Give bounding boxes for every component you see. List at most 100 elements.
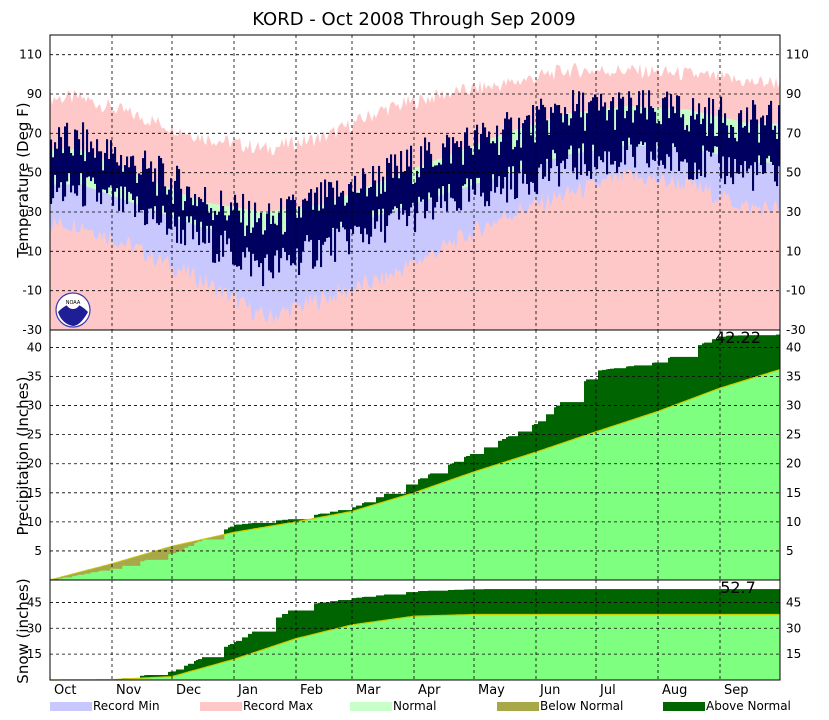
precip-below-overlay — [160, 549, 163, 560]
observed-temp-bar — [468, 145, 471, 202]
precip-above-bar — [230, 526, 233, 534]
snow-above-bar — [312, 610, 315, 635]
snow-above-bar — [762, 589, 765, 615]
precip-below-overlay — [120, 561, 123, 569]
precip-above-bar — [702, 343, 705, 395]
temp-tick-label-left: 10 — [27, 244, 42, 258]
precip-above-bar — [510, 436, 513, 461]
precip-above-bar — [414, 484, 417, 493]
observed-temp-bar — [88, 152, 91, 177]
snow-above-bar — [436, 590, 439, 616]
observed-temp-bar — [144, 150, 147, 226]
precip-above-bar — [728, 335, 731, 386]
observed-temp-bar — [570, 118, 573, 146]
snow-above-bar — [602, 589, 605, 615]
snow-above-bar — [642, 589, 645, 615]
snow-above-bar — [286, 614, 289, 642]
snow-above-bar — [526, 589, 529, 615]
observed-temp-bar — [440, 164, 443, 208]
observed-temp-bar — [558, 105, 561, 187]
snow-above-bar — [414, 592, 417, 617]
precip-above-bar — [600, 370, 603, 431]
precip-above-bar — [260, 522, 263, 528]
observed-temp-bar — [470, 148, 473, 180]
precip-above-bar — [558, 405, 561, 445]
precip-above-bar — [756, 335, 759, 377]
snow-above-bar — [142, 675, 145, 679]
snow-above-bar — [202, 657, 205, 669]
observed-temp-bar — [488, 131, 491, 207]
observed-temp-bar — [718, 109, 721, 163]
observed-temp-bar — [200, 198, 203, 222]
precip-tick-label-right: 40 — [786, 340, 801, 354]
observed-temp-bar — [474, 130, 477, 195]
snow-above-bar — [674, 589, 677, 615]
snow-above-bar — [174, 671, 177, 676]
precip-above-bar — [764, 335, 767, 375]
snow-normal-area — [50, 614, 780, 680]
snow-above-bar — [514, 589, 517, 615]
snow-tick-label-right: 15 — [786, 647, 801, 661]
snow-above-bar — [234, 642, 237, 660]
temperature-panel: -30 -30 -10 -10 10 10 30 30 50 50 70 70 90 90 110 110 NO… — [19, 34, 809, 337]
snow-above-bar — [718, 589, 721, 615]
precip-above-bar — [556, 405, 559, 446]
precip-below-overlay — [170, 546, 173, 554]
snow-above-bar — [268, 631, 271, 648]
observed-temp-bar — [566, 114, 569, 159]
snow-above-bar — [246, 637, 249, 656]
precip-above-bar — [660, 362, 663, 411]
snow-above-bar — [160, 675, 163, 678]
precip-above-bar — [290, 519, 293, 523]
snow-above-bar — [446, 590, 449, 616]
snow-above-bar — [702, 589, 705, 615]
observed-temp-bar — [300, 217, 303, 263]
observed-temp-bar — [78, 139, 81, 186]
precip-below-overlay — [148, 553, 151, 560]
observed-temp-bar — [334, 204, 337, 262]
observed-temp-bar — [586, 113, 589, 176]
observed-temp-bar — [698, 103, 701, 170]
precip-above-bar — [492, 447, 495, 467]
observed-temp-bar — [354, 175, 357, 226]
precip-above-bar — [446, 473, 449, 482]
precip-above-bar — [588, 379, 591, 435]
precip-above-bar — [602, 369, 605, 430]
observed-temp-bar — [228, 215, 231, 239]
snow-above-bar — [576, 589, 579, 615]
observed-temp-bar — [218, 212, 221, 262]
precip-above-bar — [412, 484, 415, 494]
observed-temp-bar — [530, 135, 533, 182]
precip-above-bar — [478, 454, 481, 471]
snow-above-bar — [398, 594, 401, 619]
precip-below-overlay — [70, 574, 73, 578]
precip-above-bar — [286, 519, 289, 524]
snow-above-bar — [344, 600, 347, 627]
month-label: Jun — [539, 683, 560, 698]
snow-above-bar — [244, 637, 247, 656]
precip-above-bar — [464, 456, 467, 476]
snow-above-bar — [476, 589, 479, 615]
precip-above-bar — [406, 484, 409, 496]
snow-above-bar — [520, 589, 523, 615]
precip-below-overlay — [68, 575, 71, 578]
precip-above-bar — [744, 335, 747, 381]
observed-temp-bar — [362, 168, 365, 243]
snow-above-bar — [158, 675, 161, 678]
snow-above-bar — [690, 589, 693, 615]
precip-below-overlay — [186, 543, 189, 548]
precip-below-overlay — [108, 564, 111, 571]
precip-below-overlay — [126, 559, 129, 566]
observed-temp-bar — [512, 149, 515, 167]
snow-above-bar — [460, 589, 463, 615]
snow-above-bar — [462, 589, 465, 615]
precip-above-bar — [610, 368, 613, 428]
precip-above-bar — [642, 365, 645, 417]
observed-temp-bar — [400, 151, 403, 204]
precip-below-overlay — [156, 550, 159, 560]
snow-above-bar — [498, 589, 501, 615]
observed-temp-bar — [404, 171, 407, 211]
snow-above-bar — [238, 640, 241, 658]
snow-above-bar — [634, 589, 637, 615]
snow-above-bar — [468, 589, 471, 615]
